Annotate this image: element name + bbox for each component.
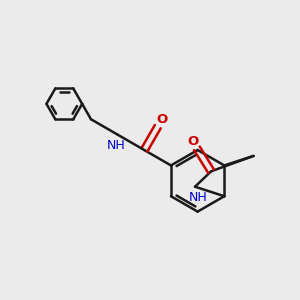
Text: O: O [187,135,198,148]
Text: NH: NH [106,140,125,152]
Text: O: O [156,113,168,126]
Text: NH: NH [189,191,207,205]
